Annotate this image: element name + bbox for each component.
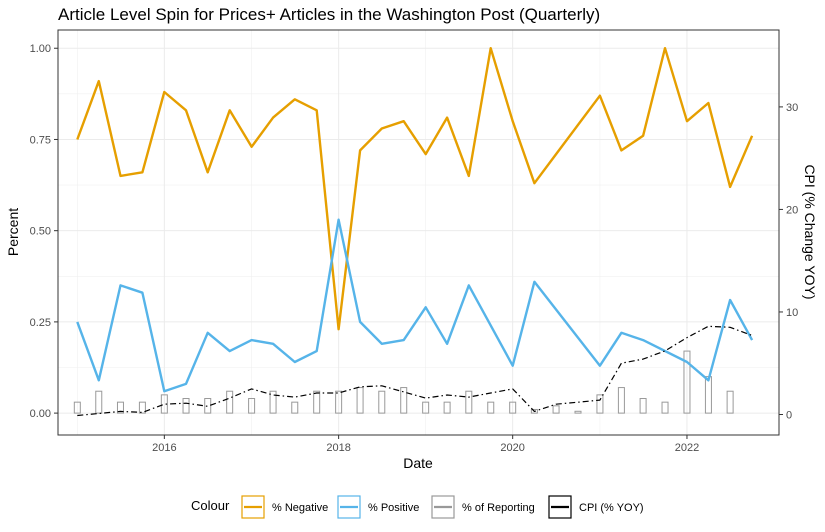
x-tick-label: 2020 xyxy=(500,442,524,454)
bar xyxy=(574,410,582,414)
legend-items: % Negative % Positive % of Reporting CPI (%… xyxy=(241,495,644,519)
y-tick-label: 0.75 xyxy=(30,134,51,146)
y2-tick-label: 0 xyxy=(786,409,792,421)
y-tick-label: 0.00 xyxy=(30,408,51,420)
y-axis-right: 0 10 20 30 xyxy=(779,102,798,421)
bar xyxy=(683,350,691,414)
x-axis: 2016 2018 2020 2022 xyxy=(152,435,699,454)
x-axis-title: Date xyxy=(403,455,433,471)
legend-label: % Positive xyxy=(368,502,419,514)
legend-label: % of Reporting xyxy=(462,502,535,514)
bar xyxy=(248,398,256,414)
bar xyxy=(530,408,538,414)
bar xyxy=(509,401,517,414)
legend: Colour % Negative % Positive % of Reportin… xyxy=(191,495,644,519)
y-tick-label: 0.50 xyxy=(30,226,51,238)
bar xyxy=(95,390,103,414)
bar xyxy=(400,387,408,414)
legend-label: CPI (% YOY) xyxy=(579,502,644,514)
bar xyxy=(726,390,734,414)
y-axis-left: 0.00 0.25 0.50 0.75 1.00 xyxy=(30,43,58,420)
y2-tick-label: 30 xyxy=(786,102,798,114)
y-axis-title: Percent xyxy=(5,208,21,256)
y2-tick-label: 20 xyxy=(786,204,798,216)
bar xyxy=(661,401,669,414)
y2-tick-label: 10 xyxy=(786,307,798,319)
plot-panel xyxy=(58,30,779,435)
bar xyxy=(552,405,560,414)
x-tick-label: 2016 xyxy=(152,442,176,454)
bar xyxy=(116,401,124,414)
bar xyxy=(269,390,277,414)
bar xyxy=(313,390,321,414)
bar xyxy=(138,401,146,414)
series-line xyxy=(76,218,754,393)
series-lines xyxy=(76,47,754,417)
x-tick-label: 2018 xyxy=(326,442,350,454)
chart-title: Article Level Spin for Prices+ Articles … xyxy=(58,5,600,24)
bar xyxy=(639,398,647,414)
bar xyxy=(226,390,234,414)
bar xyxy=(422,401,430,414)
y2-axis-title: CPI (% Change YOY) xyxy=(802,164,818,299)
bar xyxy=(465,390,473,414)
bar xyxy=(487,401,495,414)
reporting-bars xyxy=(73,350,734,414)
bar xyxy=(182,398,190,414)
bar xyxy=(617,387,625,414)
grid xyxy=(58,30,779,435)
bar xyxy=(160,394,168,414)
bar xyxy=(443,401,451,414)
bar xyxy=(378,390,386,414)
series-line xyxy=(76,47,754,331)
plot-border xyxy=(57,29,780,436)
legend-title: Colour xyxy=(191,498,230,513)
bar xyxy=(596,394,604,414)
x-tick-label: 2022 xyxy=(675,442,699,454)
bar xyxy=(356,387,364,414)
bar xyxy=(291,401,299,414)
y-tick-label: 0.25 xyxy=(30,317,51,329)
legend-label: % Negative xyxy=(272,502,328,514)
y-tick-label: 1.00 xyxy=(30,43,51,55)
bar xyxy=(204,398,212,414)
bar xyxy=(335,390,343,414)
bar xyxy=(73,401,81,414)
